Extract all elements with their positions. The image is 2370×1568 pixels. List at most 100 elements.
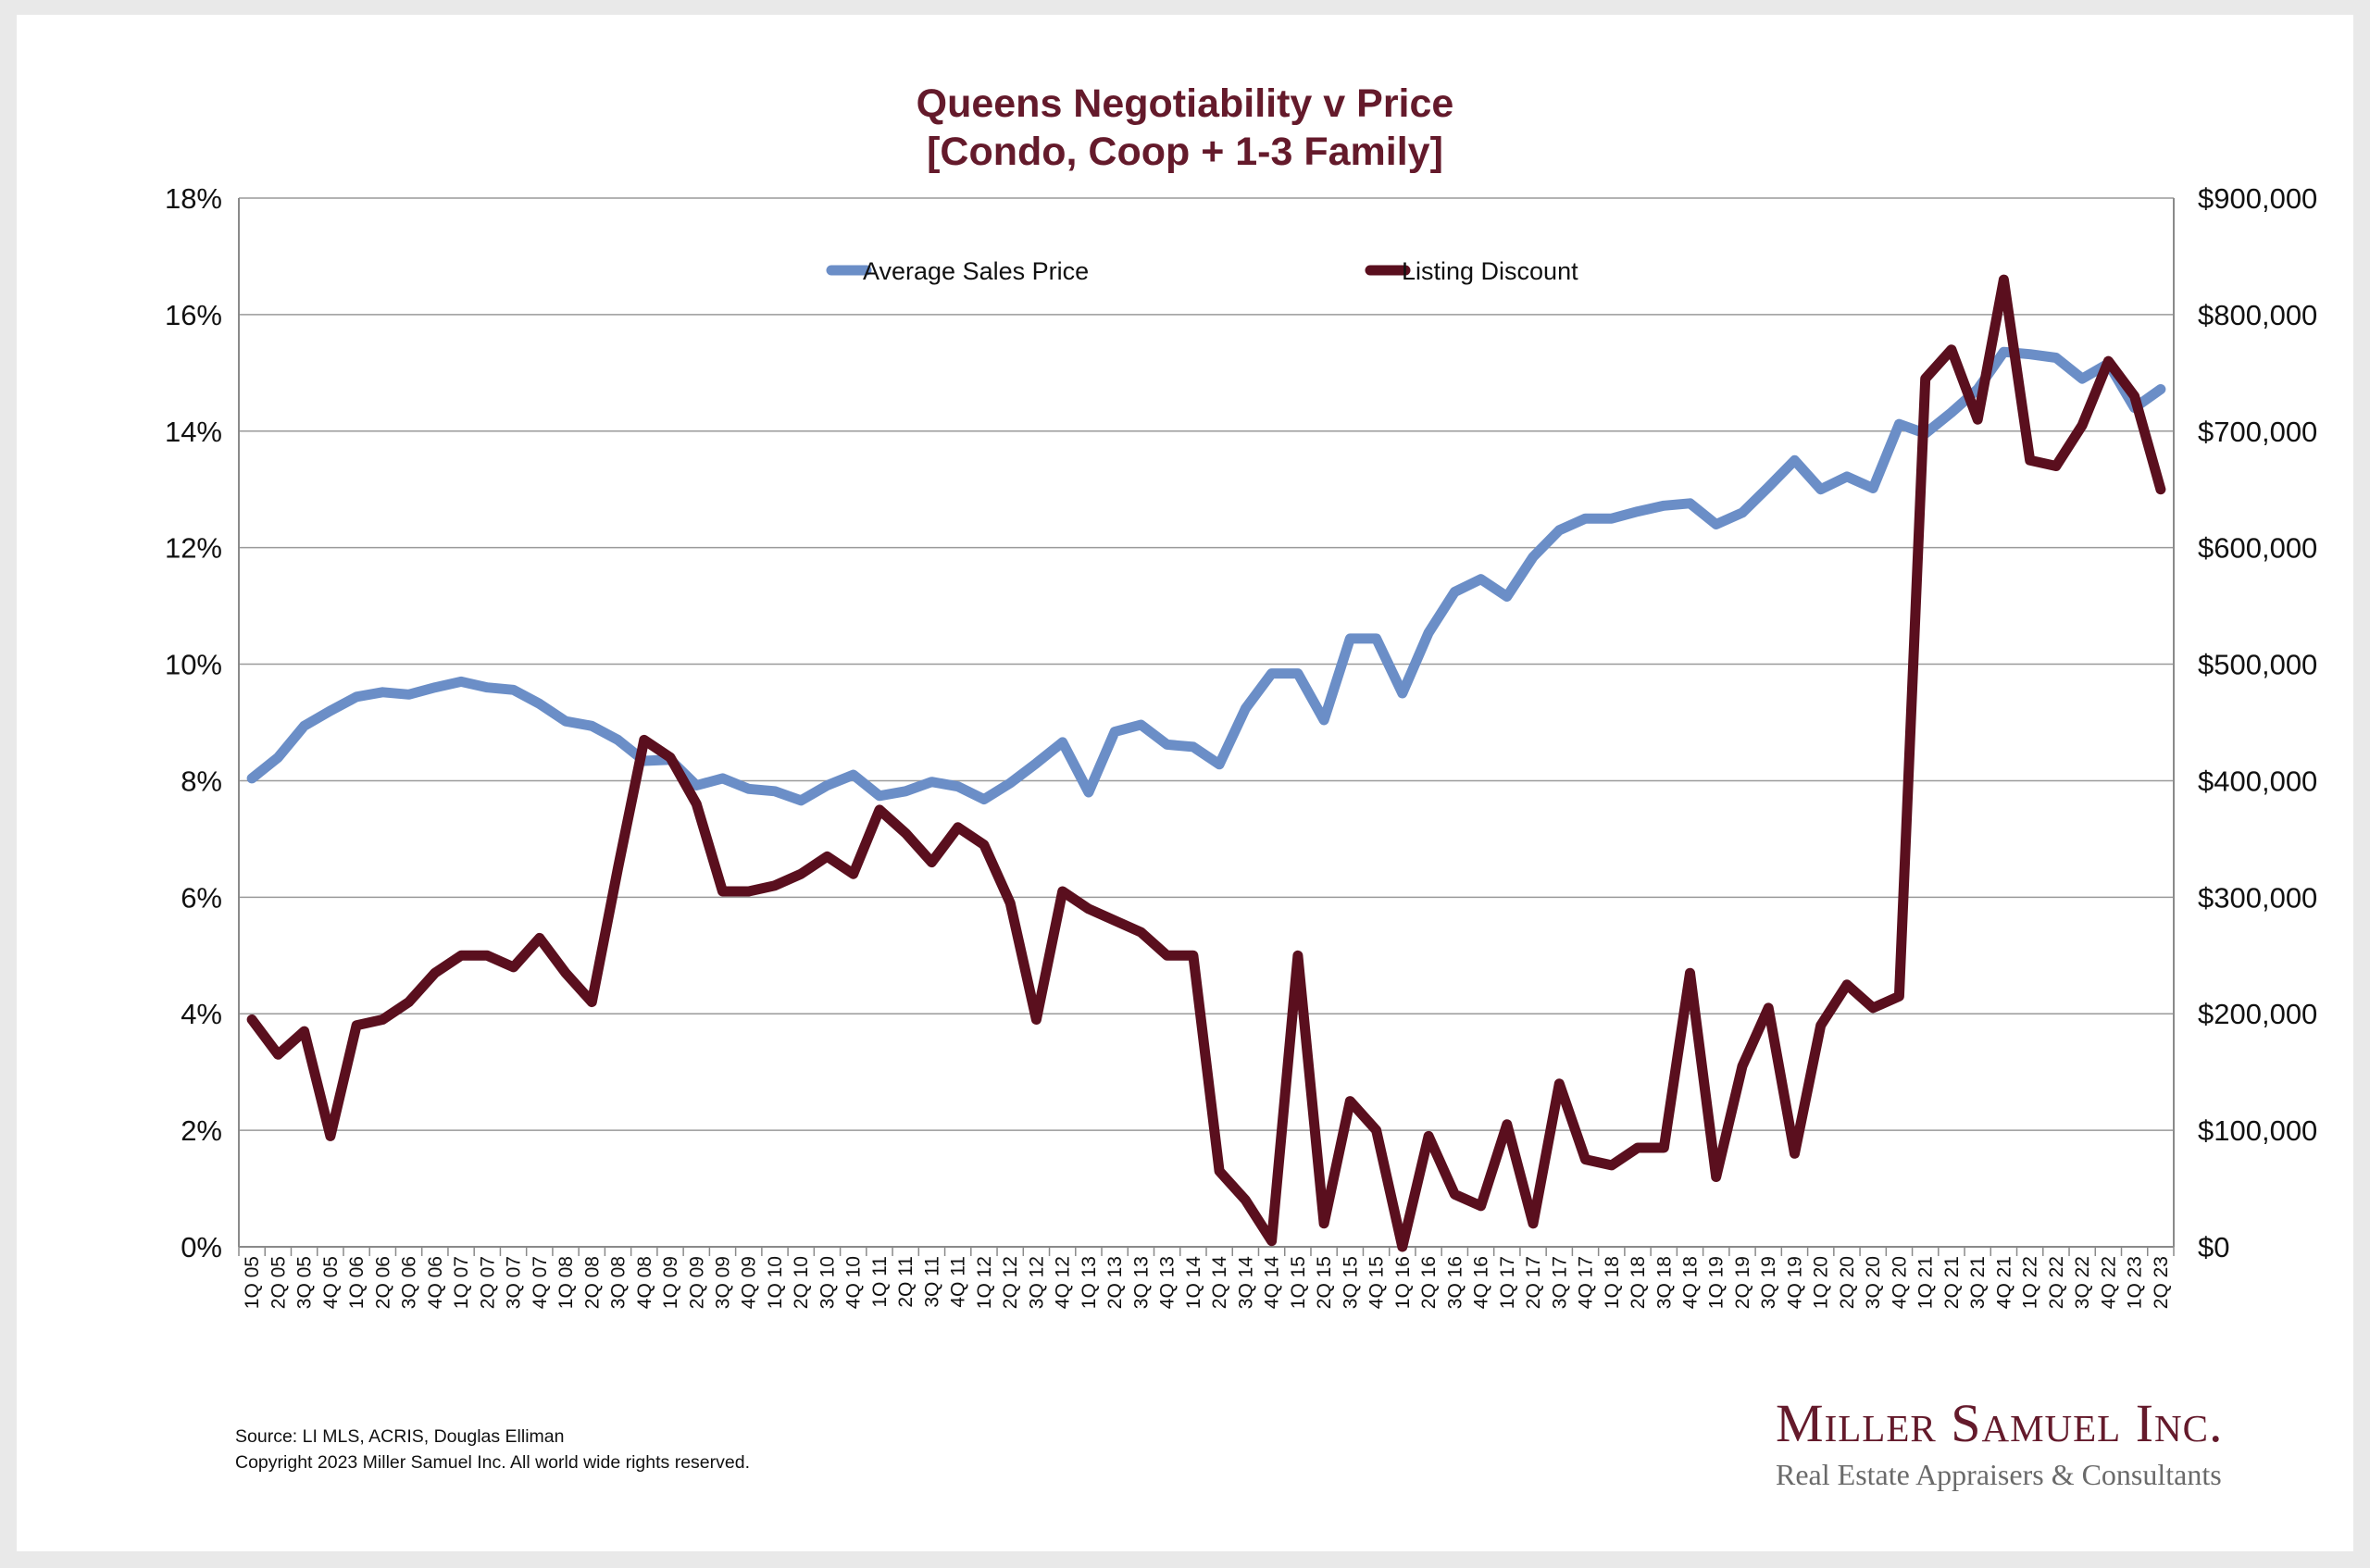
x-tick-label: 2Q 11 xyxy=(895,1256,917,1308)
y-right-tick-label: $600,000 xyxy=(2198,532,2317,565)
x-tick-label: 4Q 10 xyxy=(843,1256,865,1309)
y-right-tick-label: $200,000 xyxy=(2198,998,2317,1030)
y-right-tick-label: $100,000 xyxy=(2198,1114,2317,1147)
x-tick-label: 2Q 21 xyxy=(1941,1256,1963,1309)
x-tick-label: 1Q 20 xyxy=(1811,1256,1832,1309)
x-tick-label: 2Q 06 xyxy=(372,1256,393,1309)
series-line-listing-discount xyxy=(246,274,2166,1252)
x-tick-label: 2Q 23 xyxy=(2151,1256,2172,1309)
x-tick-label: 2Q 14 xyxy=(1209,1256,1230,1310)
y-left-tick-label: 12% xyxy=(165,532,222,565)
x-tick-label: 4Q 18 xyxy=(1680,1256,1702,1309)
x-tick-label: 2Q 08 xyxy=(581,1256,603,1309)
x-tick-label: 1Q 17 xyxy=(1497,1256,1518,1309)
y-left-tick-label: 0% xyxy=(181,1231,222,1263)
chart-subtitle: [Condo, Coop + 1-3 Family] xyxy=(927,130,1443,174)
chart-title: Queens Negotiability v Price xyxy=(916,81,1454,126)
x-tick-label: 2Q 05 xyxy=(268,1256,289,1309)
x-tick-label: 3Q 18 xyxy=(1653,1256,1675,1309)
y-left-tick-label: 6% xyxy=(181,881,222,914)
x-tick-label: 3Q 21 xyxy=(1967,1256,1989,1309)
x-tick-label: 1Q 23 xyxy=(2125,1256,2146,1309)
x-tick-label: 3Q 09 xyxy=(713,1256,734,1309)
x-tick-label: 1Q 16 xyxy=(1392,1256,1414,1309)
x-tick-label: 2Q 16 xyxy=(1418,1256,1440,1309)
y-right-tick-label: $700,000 xyxy=(2198,416,2317,448)
x-tick-label: 2Q 13 xyxy=(1104,1256,1126,1309)
x-tick-label: 2Q 18 xyxy=(1628,1256,1649,1309)
x-tick-label: 4Q 21 xyxy=(1993,1256,2014,1309)
x-tick-label: 3Q 07 xyxy=(504,1256,525,1309)
x-tick-label: 1Q 06 xyxy=(346,1256,368,1309)
x-tick-label: 1Q 21 xyxy=(1915,1256,1937,1309)
y-left-tick-label: 2% xyxy=(181,1114,222,1147)
y-right-tick-label: $900,000 xyxy=(2198,182,2317,215)
x-tick-label: 4Q 13 xyxy=(1157,1256,1179,1309)
x-tick-label: 3Q 20 xyxy=(1863,1256,1884,1309)
x-tick-label: 1Q 11 xyxy=(869,1256,891,1308)
x-tick-label: 2Q 12 xyxy=(1000,1256,1021,1309)
y-left-tick-label: 18% xyxy=(165,182,222,215)
y-left-tick-label: 10% xyxy=(165,649,222,681)
x-tick-label: 2Q 22 xyxy=(2046,1256,2067,1309)
x-tick-label: 2Q 20 xyxy=(1837,1256,1858,1309)
x-tick-label: 1Q 12 xyxy=(974,1256,995,1309)
y-right-tick-label: $500,000 xyxy=(2198,649,2317,681)
x-tick-label: 1Q 05 xyxy=(242,1256,263,1309)
y-left-tick-label: 14% xyxy=(165,416,222,448)
x-tick-label: 1Q 10 xyxy=(765,1256,786,1309)
x-tick-label: 1Q 19 xyxy=(1706,1256,1728,1309)
x-tick-label: 3Q 10 xyxy=(817,1256,838,1309)
copyright-note: Copyright 2023 Miller Samuel Inc. All wo… xyxy=(235,1452,750,1473)
x-tick-label: 4Q 05 xyxy=(320,1256,342,1309)
x-tick-label: 4Q 11 xyxy=(948,1256,969,1308)
x-tick-label: 2Q 17 xyxy=(1523,1256,1544,1309)
y-right-tick-label: $0 xyxy=(2198,1231,2229,1263)
x-tick-label: 4Q 22 xyxy=(2098,1256,2119,1309)
x-tick-label: 4Q 12 xyxy=(1053,1256,1074,1309)
x-tick-label: 2Q 15 xyxy=(1314,1256,1335,1309)
x-tick-label: 3Q 16 xyxy=(1444,1256,1466,1309)
x-tick-label: 2Q 19 xyxy=(1732,1256,1753,1309)
source-note: Source: LI MLS, ACRIS, Douglas Elliman xyxy=(235,1426,565,1447)
x-tick-label: 3Q 12 xyxy=(1026,1256,1047,1309)
x-tick-label: 1Q 14 xyxy=(1183,1256,1204,1310)
y-right-tick-label: $400,000 xyxy=(2198,765,2317,797)
x-tick-label: 1Q 13 xyxy=(1079,1256,1100,1309)
x-tick-label: 1Q 09 xyxy=(660,1256,681,1309)
legend-label: Average Sales Price xyxy=(863,257,1089,285)
series-line-average-sales-price xyxy=(246,346,2166,806)
line-chart: 0% $0 2% $100,000 4% $200,000 6% $300,000 8% $400… xyxy=(165,182,2317,1310)
x-tick-label: 1Q 08 xyxy=(555,1256,577,1309)
x-tick-label: 3Q 22 xyxy=(2072,1256,2093,1309)
logo-tagline: Real Estate Appraisers & Consultants xyxy=(1776,1458,2222,1491)
y-right-tick-label: $800,000 xyxy=(2198,299,2317,331)
x-tick-label: 4Q 20 xyxy=(1889,1256,1910,1309)
x-tick-label: 3Q 15 xyxy=(1340,1256,1361,1309)
x-tick-label: 4Q 17 xyxy=(1576,1256,1597,1309)
y-left-tick-label: 16% xyxy=(165,299,222,331)
x-tick-label: 1Q 18 xyxy=(1602,1256,1623,1309)
x-tick-label: 3Q 14 xyxy=(1235,1256,1256,1310)
x-tick-label: 4Q 09 xyxy=(739,1256,760,1309)
x-tick-label: 3Q 17 xyxy=(1549,1256,1570,1309)
x-tick-label: 2Q 07 xyxy=(477,1256,498,1309)
x-tick-label: 2Q 10 xyxy=(791,1256,812,1309)
y-right-tick-label: $300,000 xyxy=(2198,881,2317,914)
y-left-tick-label: 8% xyxy=(181,765,222,797)
x-tick-label: 4Q 16 xyxy=(1471,1256,1492,1309)
x-tick-label: 3Q 08 xyxy=(608,1256,630,1309)
x-tick-label: 4Q 14 xyxy=(1262,1256,1283,1310)
x-tick-label: 4Q 06 xyxy=(425,1256,446,1309)
x-tick-label: 2Q 09 xyxy=(686,1256,707,1309)
x-tick-label: 3Q 11 xyxy=(921,1256,942,1308)
company-logo: Miller Samuel Inc. Real Estate Appraiser… xyxy=(1776,1392,2294,1492)
x-tick-label: 4Q 08 xyxy=(634,1256,655,1309)
x-tick-label: 1Q 15 xyxy=(1288,1256,1309,1309)
legend-label: Listing Discount xyxy=(1402,257,1578,285)
x-tick-label: 1Q 07 xyxy=(451,1256,472,1309)
logo-name: Miller Samuel Inc. xyxy=(1776,1393,2224,1453)
x-tick-label: 4Q 19 xyxy=(1784,1256,1805,1309)
x-tick-label: 4Q 07 xyxy=(530,1256,551,1309)
x-tick-label: 3Q 06 xyxy=(399,1256,420,1309)
